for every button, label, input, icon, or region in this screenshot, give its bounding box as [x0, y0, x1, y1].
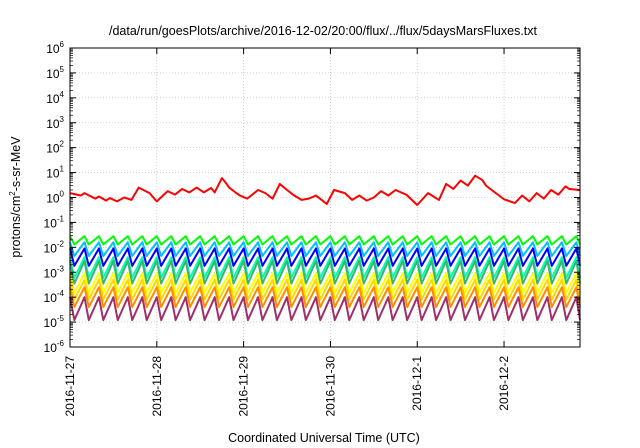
series-line-3: [69, 241, 581, 257]
x-tick-label: 2016-11-29: [237, 356, 251, 417]
x-tick-label: 2016-11-28: [150, 356, 164, 417]
chart-title: /data/run/goesPlots/archive/2016-12-02/2…: [109, 24, 538, 38]
series-line-7: [69, 272, 581, 294]
x-tick-label: 2016-12-2: [497, 356, 511, 411]
x-tick-labels: 2016-11-27 2016-11-28 2016-11-29 2016-11-30…: [63, 356, 511, 417]
series-layer: [69, 174, 581, 322]
series-line-1: [69, 174, 581, 206]
series-line-8: [69, 278, 581, 301]
y-tick-label: 10-6: [44, 339, 65, 355]
y-tick-label: 106: [46, 40, 64, 56]
series-line-2: [69, 235, 581, 246]
series-line-6: [69, 260, 581, 285]
y-tick-label: 10-5: [44, 314, 65, 330]
series-line-9: [69, 286, 581, 309]
x-axis-label: Coordinated Universal Time (UTC): [228, 431, 420, 445]
y-tick-label: 105: [46, 65, 64, 81]
y-tick-label: 10-2: [44, 239, 65, 255]
series-line-10: [69, 296, 581, 322]
series-line-4: [69, 247, 581, 267]
y-tick-label: 10-1: [44, 214, 65, 230]
y-axis-label: protons/cm2-s-sr-MeV: [8, 136, 23, 258]
y-tick-label: 100: [46, 190, 64, 206]
ticks: [69, 47, 580, 348]
y-tick-label: 101: [46, 165, 64, 181]
series-line-5: [69, 256, 581, 279]
x-tick-label: 2016-12-1: [410, 356, 424, 411]
y-tick-label: 102: [46, 140, 64, 156]
y-tick-labels: 106 105 104 103 102 101 100 10-1 10-2 10-3 10-4 10-…: [44, 40, 65, 355]
y-tick-label: 10-3: [44, 264, 65, 280]
x-tick-label: 2016-11-30: [323, 356, 337, 417]
y-tick-label: 103: [46, 115, 64, 131]
x-tick-label: 2016-11-27: [63, 356, 77, 417]
y-tick-label: 10-4: [44, 289, 65, 305]
y-tick-label: 104: [46, 90, 64, 106]
